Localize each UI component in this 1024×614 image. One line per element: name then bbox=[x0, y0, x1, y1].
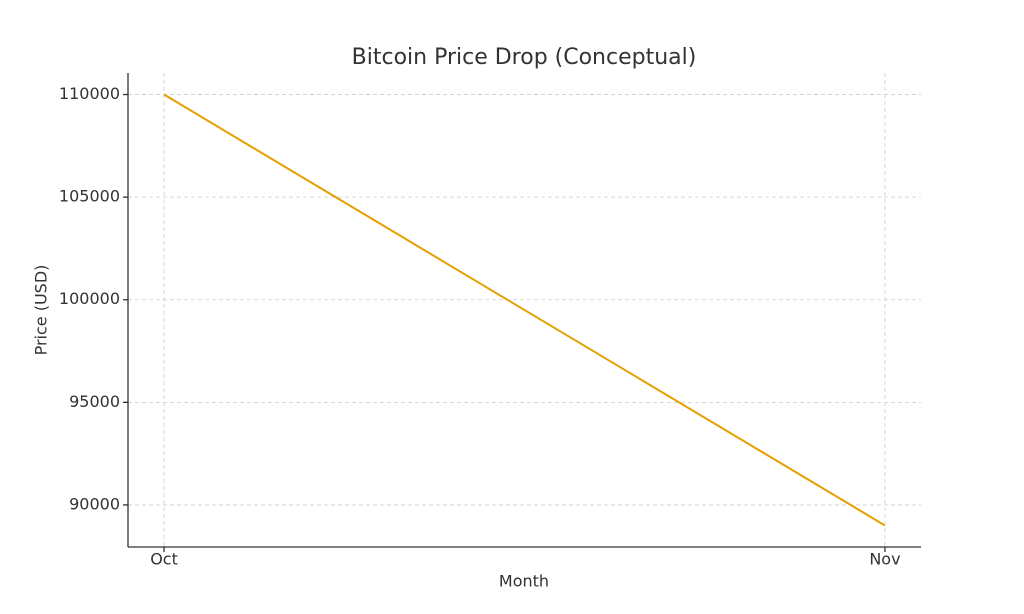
y-tick-label: 100000 bbox=[59, 289, 120, 308]
y-tick-label: 105000 bbox=[59, 187, 120, 206]
chart-title: Bitcoin Price Drop (Conceptual) bbox=[352, 45, 697, 70]
x-tick-label: Oct bbox=[150, 550, 178, 569]
y-axis-label: Price (USD) bbox=[32, 265, 51, 356]
y-tick-label: 90000 bbox=[69, 494, 120, 513]
price-line bbox=[163, 93, 886, 527]
y-tick-label: 110000 bbox=[59, 84, 120, 103]
y-tick-label: 95000 bbox=[69, 392, 120, 411]
x-axis-label: Month bbox=[499, 572, 549, 591]
x-tick-label: Nov bbox=[869, 550, 900, 569]
